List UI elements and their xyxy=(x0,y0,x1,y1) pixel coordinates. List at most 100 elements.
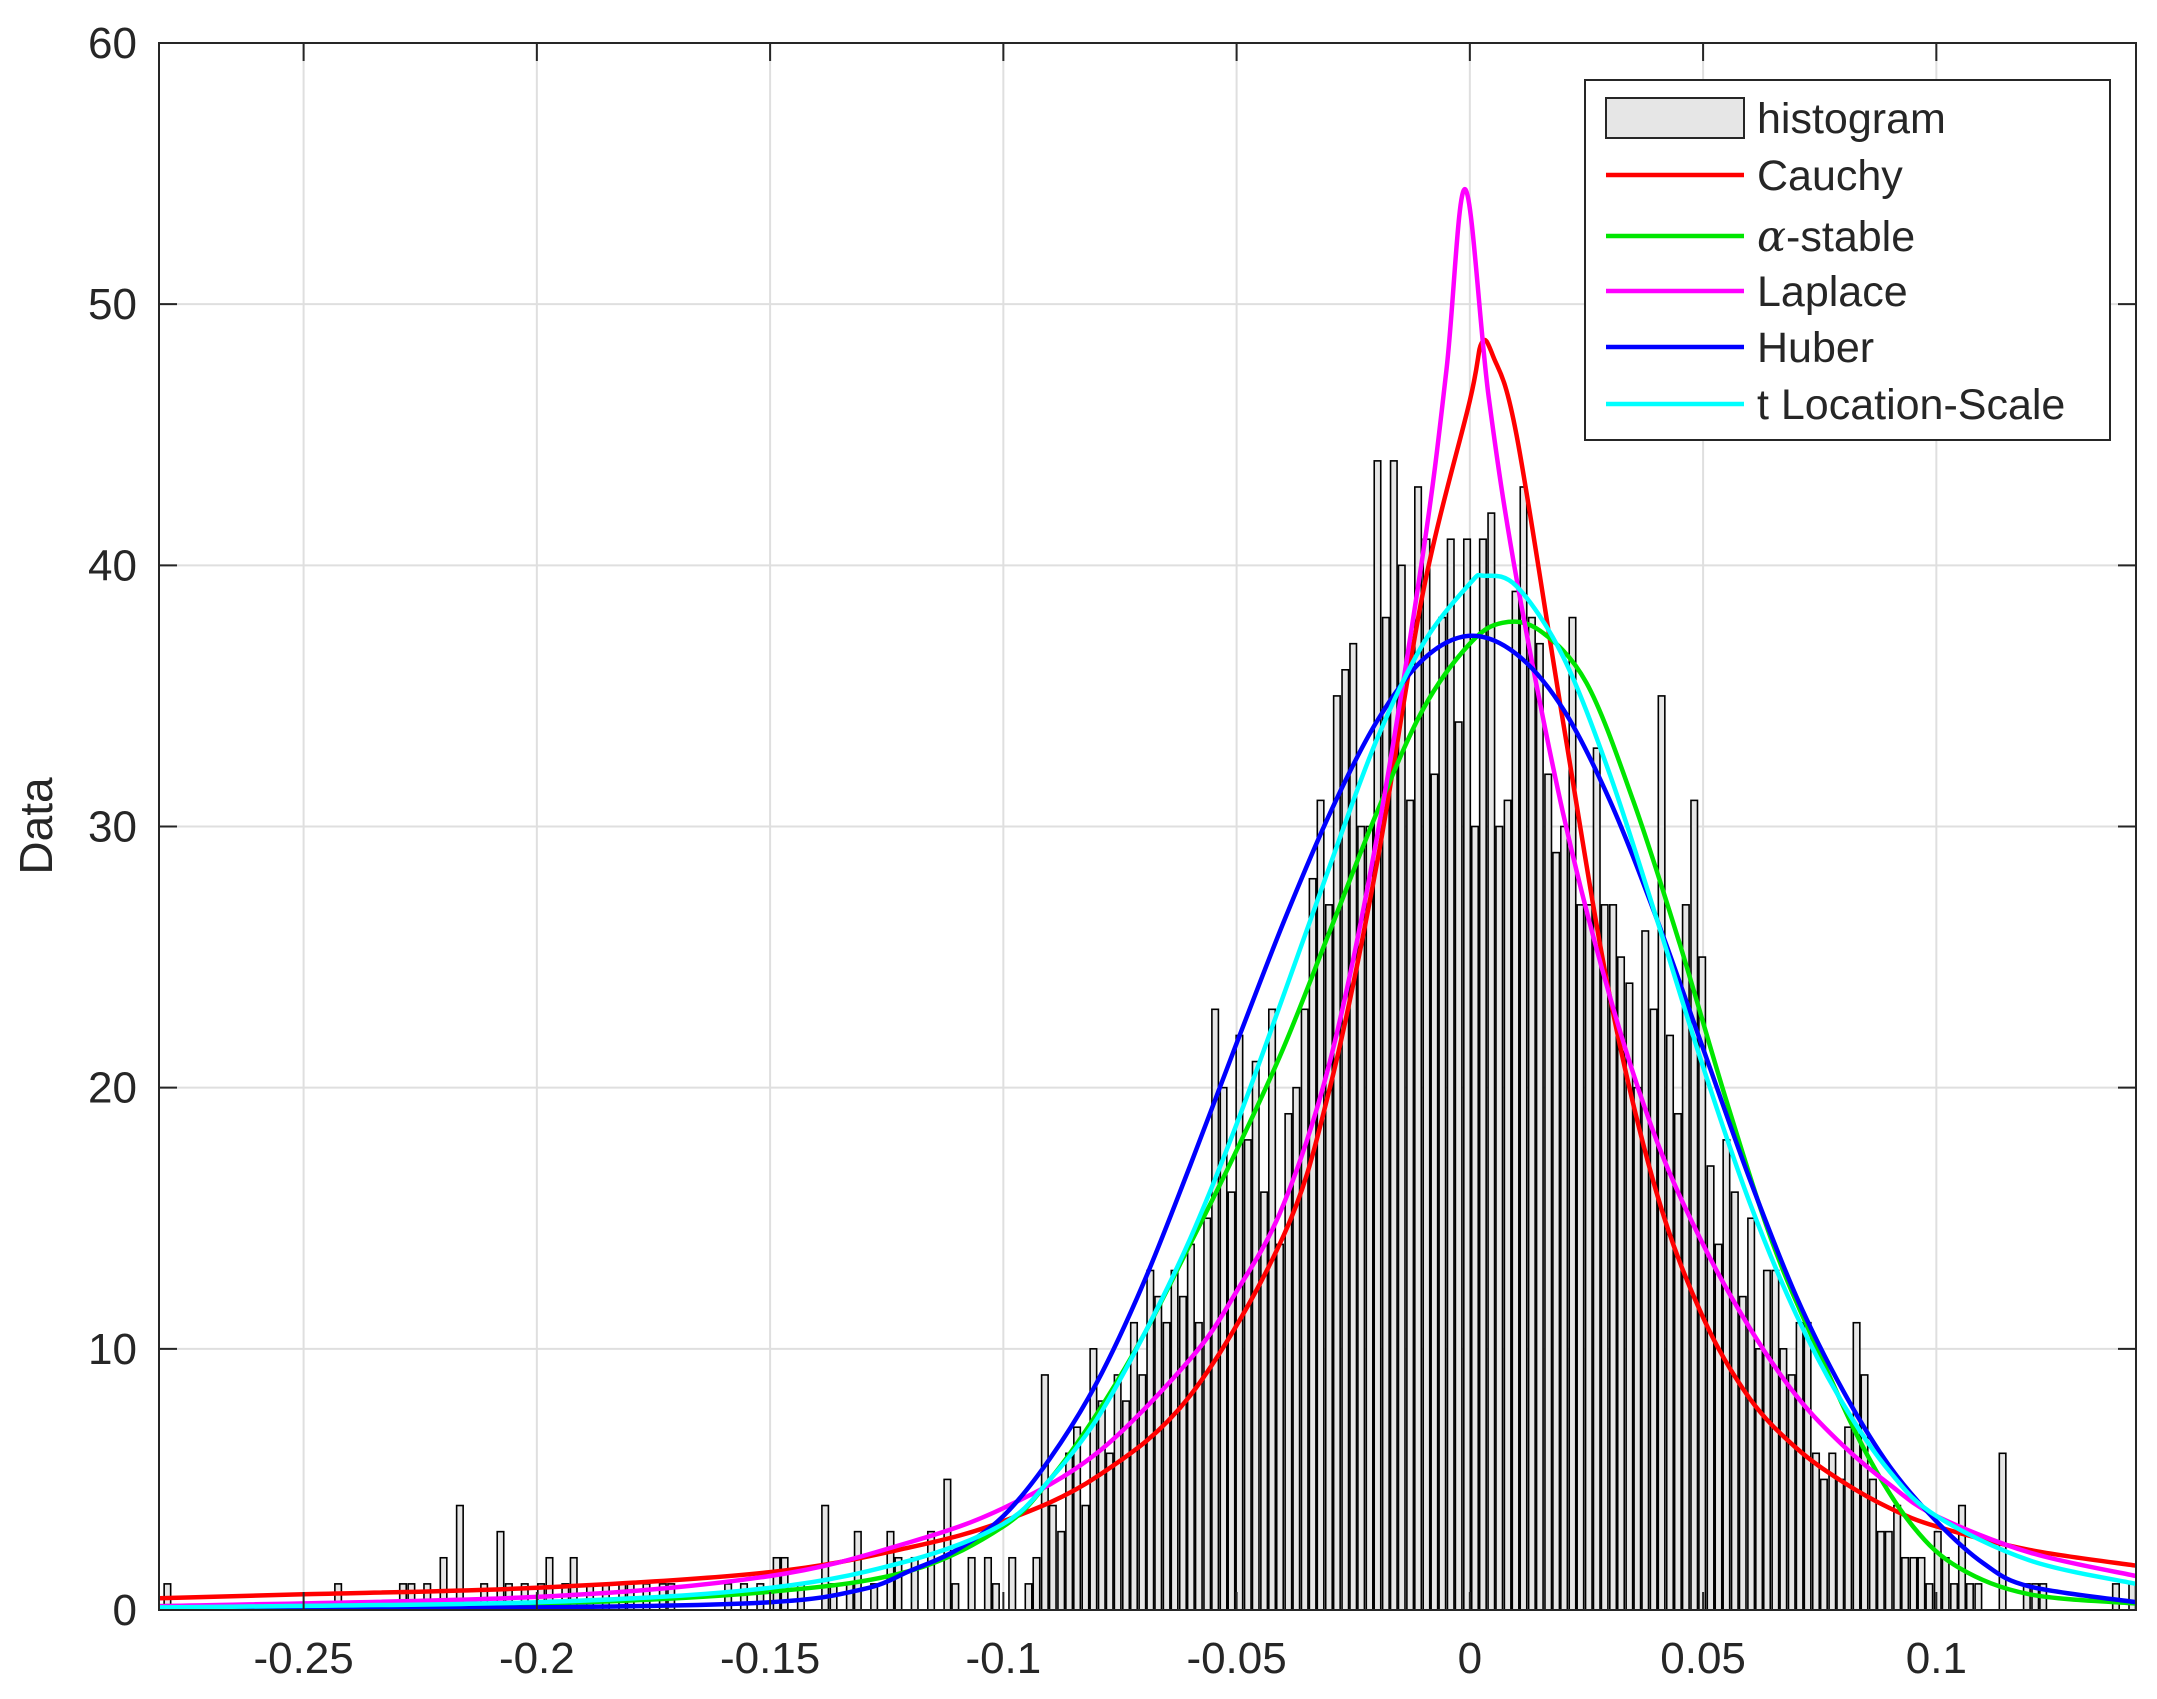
histogram-bar xyxy=(1876,1530,1885,1611)
histogram-bar xyxy=(1267,1008,1277,1611)
x-tick-label: 0 xyxy=(1458,1634,1482,1683)
histogram-bar xyxy=(951,1583,960,1611)
histogram-bar xyxy=(1535,642,1544,1611)
histogram-bar xyxy=(1714,1243,1723,1611)
histogram-bar xyxy=(739,1583,749,1611)
legend-label-alpha-stable: α-stable xyxy=(1757,212,1915,262)
x-tick-label: -0.25 xyxy=(253,1634,353,1683)
legend-label-histogram: histogram xyxy=(1757,95,1946,143)
histogram-bar xyxy=(1275,1243,1285,1611)
histogram-bar xyxy=(2128,1583,2137,1611)
histogram-bar xyxy=(1487,512,1496,1611)
histogram-bar xyxy=(1600,904,1609,1611)
histogram-bar xyxy=(1008,1556,1017,1611)
curve-huber xyxy=(158,633,2137,1611)
histogram-bar xyxy=(1893,1504,1902,1611)
histogram-bar xyxy=(1186,1243,1195,1611)
histogram-bar xyxy=(1406,799,1415,1611)
histogram-bar xyxy=(1592,747,1601,1611)
histogram-bar xyxy=(1771,1269,1780,1611)
histogram-bar xyxy=(1836,1478,1845,1611)
curve-laplace xyxy=(158,187,2137,1609)
histogram-bar xyxy=(886,1530,895,1611)
histogram-bar xyxy=(1633,1086,1642,1611)
histogram-bar xyxy=(1373,460,1382,1611)
x-tick-label: -0.15 xyxy=(720,1634,820,1683)
histogram-bar xyxy=(967,1556,976,1611)
histogram-bar xyxy=(845,1583,854,1611)
histogram-bar xyxy=(1917,1556,1926,1611)
histogram-bar xyxy=(2111,1583,2120,1611)
y-tick-label: 60 xyxy=(88,19,137,68)
histogram-bar xyxy=(1852,1321,1861,1611)
histogram-bar xyxy=(1316,799,1325,1611)
legend-label-laplace: Laplace xyxy=(1757,268,1908,316)
histogram-bar xyxy=(1584,904,1593,1611)
histogram-bar xyxy=(1365,825,1374,1611)
histogram-bar xyxy=(1884,1530,1893,1611)
histogram-bar xyxy=(1194,1321,1203,1611)
x-tick-label: -0.1 xyxy=(965,1634,1041,1683)
histogram-bar xyxy=(983,1556,993,1611)
histogram-bar xyxy=(1073,1426,1082,1611)
fit-curves xyxy=(158,187,2137,1611)
histogram-bar xyxy=(1154,1295,1163,1611)
histogram-bar xyxy=(1511,590,1520,1611)
histogram-bar xyxy=(1024,1583,1033,1611)
histogram-bar xyxy=(1576,904,1585,1611)
histogram-bar xyxy=(1819,1478,1828,1611)
histogram-bar xyxy=(1430,773,1439,1611)
histogram-bar xyxy=(1560,825,1569,1611)
curve-alpha-stable xyxy=(158,619,2137,1609)
histogram-bar xyxy=(1690,799,1699,1611)
histogram-bar xyxy=(1438,616,1447,1611)
histogram-bar xyxy=(1747,1217,1756,1611)
x-tick-label: 0.1 xyxy=(1906,1634,1967,1683)
histogram-bar xyxy=(1389,460,1398,1611)
histogram-bar xyxy=(1495,825,1504,1611)
histogram-bar xyxy=(1162,1321,1171,1611)
histogram-bar xyxy=(1454,721,1463,1611)
histogram-bar xyxy=(1974,1583,1983,1611)
histogram-bar xyxy=(991,1583,1000,1611)
histogram-bar xyxy=(1032,1556,1041,1611)
histogram-bar xyxy=(1779,1348,1788,1611)
histogram-bar xyxy=(1105,1452,1114,1611)
legend-label-huber: Huber xyxy=(1757,324,1874,372)
histogram-bar xyxy=(1470,825,1480,1611)
histogram-bar xyxy=(1544,773,1553,1611)
y-tick-label: 10 xyxy=(88,1325,137,1374)
y-tick-label: 40 xyxy=(88,541,137,590)
y-tick-label: 30 xyxy=(88,803,137,852)
histogram-bar xyxy=(1755,1348,1764,1611)
histogram-bar xyxy=(1665,1034,1675,1611)
histogram-bar xyxy=(1203,1217,1212,1611)
histogram-bar xyxy=(1243,1139,1252,1611)
histogram-bar xyxy=(1941,1556,1950,1611)
legend: histogram Cauchy α-stable Laplace Huber t Loc… xyxy=(1584,79,2111,441)
histogram-bar xyxy=(1762,1269,1772,1611)
legend-label-cauchy: Cauchy xyxy=(1757,152,1903,200)
histogram-bar xyxy=(1478,538,1487,1611)
histogram-bar xyxy=(1950,1583,1959,1611)
histogram-bar xyxy=(1925,1583,1934,1611)
histogram-bar xyxy=(1552,851,1561,1611)
histogram-bar xyxy=(1308,877,1317,1611)
histogram-bar xyxy=(1641,930,1650,1611)
y-axis: 0 10 20 30 40 50 60 xyxy=(88,19,2136,1635)
x-tick-label: 0.05 xyxy=(1660,1634,1746,1683)
histogram-bar xyxy=(1722,1139,1731,1611)
histogram-bar xyxy=(1113,1374,1122,1611)
histogram-bar xyxy=(1251,1060,1260,1611)
histogram-bar xyxy=(1227,1191,1236,1611)
y-tick-label: 0 xyxy=(113,1586,137,1635)
histogram-bar xyxy=(1965,1583,1974,1611)
curve-t-location-scale xyxy=(158,572,2137,1610)
histogram-bar xyxy=(1462,538,1472,1611)
histogram-bar xyxy=(1527,616,1536,1611)
histogram-bar xyxy=(1057,1530,1066,1611)
y-tick-label: 50 xyxy=(88,280,137,329)
histogram-bar xyxy=(1738,1295,1747,1611)
histogram-bar xyxy=(1300,1008,1309,1611)
